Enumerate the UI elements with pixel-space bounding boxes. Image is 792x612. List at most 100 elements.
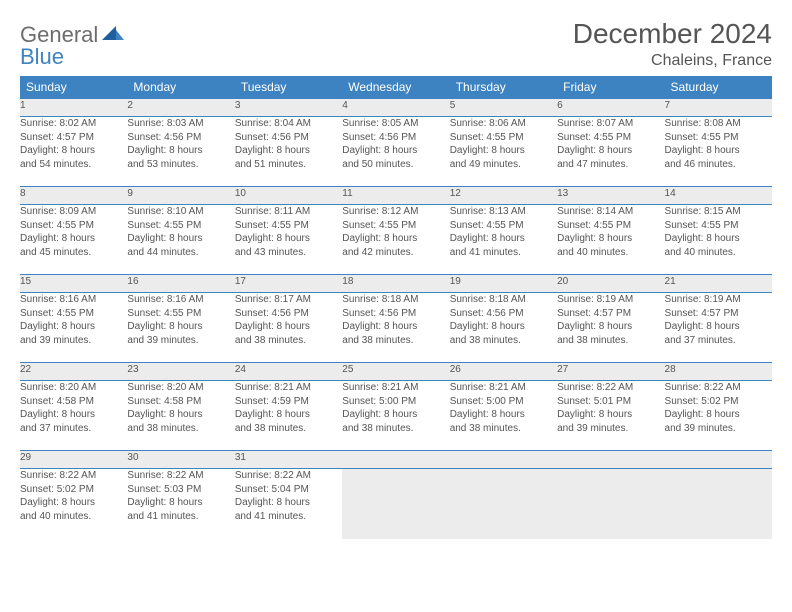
sunset-line: Sunset: 4:55 PM	[235, 219, 342, 233]
weekday-header: Tuesday	[235, 76, 342, 99]
sunrise-line: Sunrise: 8:02 AM	[20, 117, 127, 131]
detail-row: Sunrise: 8:22 AMSunset: 5:02 PMDaylight:…	[20, 469, 772, 539]
calendar-body: 1234567Sunrise: 8:02 AMSunset: 4:57 PMDa…	[20, 99, 772, 539]
day-detail-inner: Sunrise: 8:17 AMSunset: 4:56 PMDaylight:…	[235, 293, 342, 347]
daynum-row: 891011121314	[20, 187, 772, 205]
daylight-line-2: and 42 minutes.	[342, 246, 449, 260]
daylight-line-1: Daylight: 8 hours	[235, 408, 342, 422]
weekday-header-row: Sunday Monday Tuesday Wednesday Thursday…	[20, 76, 772, 99]
sunset-line: Sunset: 5:02 PM	[20, 483, 127, 497]
daylight-line-1: Daylight: 8 hours	[20, 232, 127, 246]
day-detail-cell: Sunrise: 8:12 AMSunset: 4:55 PMDaylight:…	[342, 205, 449, 275]
daylight-line-1: Daylight: 8 hours	[450, 320, 557, 334]
sunrise-line: Sunrise: 8:20 AM	[20, 381, 127, 395]
daylight-line-1: Daylight: 8 hours	[20, 408, 127, 422]
sunrise-line: Sunrise: 8:19 AM	[557, 293, 664, 307]
daylight-line-1: Daylight: 8 hours	[127, 144, 234, 158]
page-header: General Blue December 2024 Chaleins, Fra…	[20, 18, 772, 70]
day-detail-cell: Sunrise: 8:19 AMSunset: 4:57 PMDaylight:…	[557, 293, 664, 363]
day-number-cell: 17	[235, 275, 342, 293]
title-block: December 2024 Chaleins, France	[573, 18, 772, 70]
day-detail-inner: Sunrise: 8:22 AMSunset: 5:03 PMDaylight:…	[127, 469, 234, 523]
sunrise-line: Sunrise: 8:16 AM	[127, 293, 234, 307]
daylight-line-1: Daylight: 8 hours	[235, 144, 342, 158]
day-number-cell: 25	[342, 363, 449, 381]
day-detail-inner: Sunrise: 8:21 AMSunset: 4:59 PMDaylight:…	[235, 381, 342, 435]
daylight-line-2: and 41 minutes.	[450, 246, 557, 260]
daylight-line-1: Daylight: 8 hours	[450, 232, 557, 246]
sunrise-line: Sunrise: 8:09 AM	[20, 205, 127, 219]
day-detail-inner: Sunrise: 8:11 AMSunset: 4:55 PMDaylight:…	[235, 205, 342, 259]
day-number-cell: 18	[342, 275, 449, 293]
sunset-line: Sunset: 4:56 PM	[342, 307, 449, 321]
day-detail-cell: Sunrise: 8:06 AMSunset: 4:55 PMDaylight:…	[450, 117, 557, 187]
day-detail-inner: Sunrise: 8:19 AMSunset: 4:57 PMDaylight:…	[665, 293, 772, 347]
sunrise-line: Sunrise: 8:05 AM	[342, 117, 449, 131]
daylight-line-1: Daylight: 8 hours	[342, 144, 449, 158]
brand-logo: General Blue	[20, 18, 124, 68]
day-detail-inner: Sunrise: 8:03 AMSunset: 4:56 PMDaylight:…	[127, 117, 234, 171]
sunset-line: Sunset: 5:00 PM	[450, 395, 557, 409]
day-number-cell: 2	[127, 99, 234, 117]
brand-text: General Blue	[20, 24, 124, 68]
daylight-line-2: and 38 minutes.	[557, 334, 664, 348]
daynum-row: 15161718192021	[20, 275, 772, 293]
brand-word2: Blue	[20, 44, 64, 69]
day-number-cell: 12	[450, 187, 557, 205]
day-number-cell	[665, 451, 772, 469]
sunset-line: Sunset: 4:55 PM	[342, 219, 449, 233]
location-label: Chaleins, France	[573, 52, 772, 70]
day-number-cell: 19	[450, 275, 557, 293]
daylight-line-2: and 40 minutes.	[665, 246, 772, 260]
day-detail-cell: Sunrise: 8:18 AMSunset: 4:56 PMDaylight:…	[450, 293, 557, 363]
day-detail-cell	[450, 469, 557, 539]
day-number-cell: 4	[342, 99, 449, 117]
day-number-cell: 30	[127, 451, 234, 469]
calendar-page: General Blue December 2024 Chaleins, Fra…	[0, 0, 792, 539]
sunset-line: Sunset: 4:57 PM	[557, 307, 664, 321]
sunset-line: Sunset: 5:02 PM	[665, 395, 772, 409]
daylight-line-1: Daylight: 8 hours	[342, 320, 449, 334]
daynum-row: 1234567	[20, 99, 772, 117]
brand-sail-icon	[102, 24, 124, 46]
daylight-line-2: and 49 minutes.	[450, 158, 557, 172]
sunset-line: Sunset: 5:04 PM	[235, 483, 342, 497]
day-number-cell: 15	[20, 275, 127, 293]
daylight-line-1: Daylight: 8 hours	[127, 496, 234, 510]
daylight-line-2: and 54 minutes.	[20, 158, 127, 172]
weekday-header: Thursday	[450, 76, 557, 99]
day-detail-inner: Sunrise: 8:20 AMSunset: 4:58 PMDaylight:…	[127, 381, 234, 435]
daylight-line-2: and 39 minutes.	[665, 422, 772, 436]
day-number-cell: 5	[450, 99, 557, 117]
sunrise-line: Sunrise: 8:14 AM	[557, 205, 664, 219]
sunrise-line: Sunrise: 8:21 AM	[450, 381, 557, 395]
sunset-line: Sunset: 4:58 PM	[127, 395, 234, 409]
daylight-line-1: Daylight: 8 hours	[557, 232, 664, 246]
sunset-line: Sunset: 5:00 PM	[342, 395, 449, 409]
month-title: December 2024	[573, 18, 772, 50]
day-number-cell: 7	[665, 99, 772, 117]
day-detail-cell: Sunrise: 8:22 AMSunset: 5:02 PMDaylight:…	[665, 381, 772, 451]
day-detail-cell: Sunrise: 8:17 AMSunset: 4:56 PMDaylight:…	[235, 293, 342, 363]
day-detail-cell: Sunrise: 8:16 AMSunset: 4:55 PMDaylight:…	[127, 293, 234, 363]
sunset-line: Sunset: 4:58 PM	[20, 395, 127, 409]
day-number-cell: 26	[450, 363, 557, 381]
day-detail-cell: Sunrise: 8:04 AMSunset: 4:56 PMDaylight:…	[235, 117, 342, 187]
day-number-cell: 10	[235, 187, 342, 205]
day-number-cell: 22	[20, 363, 127, 381]
day-number-cell: 23	[127, 363, 234, 381]
daylight-line-2: and 47 minutes.	[557, 158, 664, 172]
sunset-line: Sunset: 4:56 PM	[342, 131, 449, 145]
weekday-header: Friday	[557, 76, 664, 99]
daylight-line-1: Daylight: 8 hours	[342, 232, 449, 246]
day-detail-inner: Sunrise: 8:16 AMSunset: 4:55 PMDaylight:…	[20, 293, 127, 347]
sunset-line: Sunset: 4:55 PM	[665, 219, 772, 233]
day-number-cell	[450, 451, 557, 469]
day-number-cell: 21	[665, 275, 772, 293]
daylight-line-1: Daylight: 8 hours	[665, 144, 772, 158]
sunrise-line: Sunrise: 8:21 AM	[342, 381, 449, 395]
sunrise-line: Sunrise: 8:07 AM	[557, 117, 664, 131]
daylight-line-2: and 38 minutes.	[342, 334, 449, 348]
day-number-cell: 6	[557, 99, 664, 117]
sunrise-line: Sunrise: 8:22 AM	[127, 469, 234, 483]
